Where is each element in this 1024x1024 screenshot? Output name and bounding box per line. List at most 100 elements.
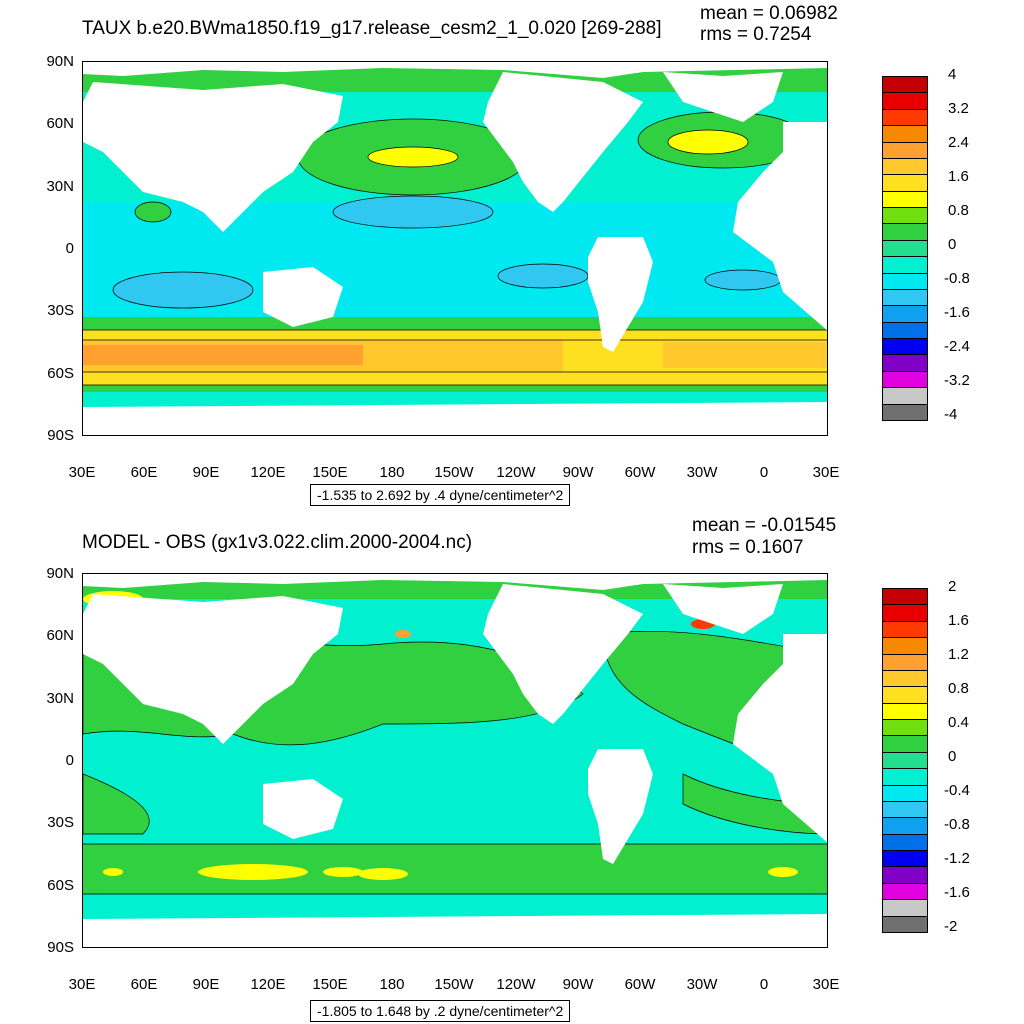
- colorbar: [882, 76, 928, 421]
- panel-title: MODEL - OBS (gx1v3.022.clim.2000-2004.nc…: [82, 532, 473, 553]
- colorbar-cell: [882, 190, 928, 209]
- colorbar-cell: [882, 899, 928, 917]
- colorbar-cell: [882, 719, 928, 737]
- colorbar-cell: [882, 833, 928, 852]
- lat-label: 30N: [46, 690, 74, 707]
- panel-model-obs: MODEL - OBS (gx1v3.022.clim.2000-2004.nc…: [0, 512, 1024, 1024]
- colorbar-cell: [882, 588, 928, 606]
- lat-label: 0: [65, 752, 74, 769]
- lon-label: 30W: [686, 976, 718, 993]
- lon-label: 0: [759, 976, 769, 993]
- colorbar-label: -0.8: [944, 816, 970, 833]
- lon-label: 150W: [434, 976, 474, 993]
- colorbar-cell: [882, 686, 928, 704]
- contour-info: -1.805 to 1.648 by .2 dyne/centimeter^2: [310, 1000, 571, 1022]
- colorbar-label: 0: [948, 236, 957, 253]
- lon-label: 120W: [496, 464, 536, 481]
- colorbar-cell: [882, 141, 928, 159]
- lon-label: 180: [379, 464, 405, 481]
- contour-info: -1.535 to 2.692 by .4 dyne/centimeter^2: [310, 484, 571, 506]
- rms-value: rms = 0.1607: [692, 537, 804, 558]
- colorbar-cell: [882, 653, 928, 671]
- map-model-obs[interactable]: [82, 573, 828, 948]
- colorbar-cell: [882, 866, 928, 884]
- colorbar-label: -1.6: [944, 884, 970, 901]
- colorbar-cell: [882, 174, 928, 192]
- panel-taux: TAUX b.e20.BWma1850.f19_g17.release_cesm…: [0, 0, 1024, 506]
- colorbar-cell: [882, 637, 928, 655]
- colorbar-label: 1.6: [948, 168, 969, 185]
- colorbar-label: 0: [948, 748, 957, 765]
- lat-label: 60S: [47, 877, 74, 894]
- lat-label: 90S: [47, 427, 74, 444]
- lon-label: 90E: [192, 976, 220, 993]
- colorbar: [882, 588, 928, 933]
- lon-label: 120E: [250, 976, 286, 993]
- lat-label: 60N: [46, 627, 74, 644]
- colorbar-label: -0.8: [944, 270, 970, 287]
- lat-label: 30N: [46, 178, 74, 195]
- colorbar-label: 0.8: [948, 202, 969, 219]
- colorbar-cell: [882, 817, 928, 835]
- colorbar-cell: [882, 288, 928, 307]
- lon-label: 30E: [68, 976, 96, 993]
- lon-label: 90W: [562, 464, 594, 481]
- lon-label: 120W: [496, 976, 536, 993]
- colorbar-cell: [882, 387, 928, 405]
- colorbar-cell: [882, 272, 928, 290]
- colorbar-label: -0.4: [944, 782, 970, 799]
- colorbar-cell: [882, 620, 928, 639]
- map-taux[interactable]: [82, 61, 828, 436]
- lat-label: 60S: [47, 365, 74, 382]
- colorbar-cell: [882, 669, 928, 688]
- colorbar-cell: [882, 256, 928, 274]
- colorbar-cell: [882, 108, 928, 127]
- rms-value: rms = 0.7254: [700, 24, 812, 45]
- colorbar-label: -1.2: [944, 850, 970, 867]
- colorbar-cell: [882, 403, 928, 421]
- lon-label: 90W: [562, 976, 594, 993]
- colorbar-cell: [882, 207, 928, 225]
- lon-label: 60E: [130, 976, 158, 993]
- colorbar-cell: [882, 321, 928, 340]
- lat-label: 90S: [47, 939, 74, 956]
- colorbar-cell: [882, 305, 928, 323]
- colorbar-cell: [882, 735, 928, 753]
- colorbar-cell: [882, 76, 928, 94]
- colorbar-cell: [882, 751, 928, 770]
- colorbar-label: 0.8: [948, 680, 969, 697]
- colorbar-cell: [882, 125, 928, 143]
- lon-label: 90E: [192, 464, 220, 481]
- colorbar-label: 2.4: [948, 134, 969, 151]
- colorbar-cell: [882, 338, 928, 356]
- lon-label: 30E: [68, 464, 96, 481]
- lon-label: 30W: [686, 464, 718, 481]
- lat-label: 90N: [46, 565, 74, 582]
- lon-label: 150W: [434, 464, 474, 481]
- colorbar-cell: [882, 92, 928, 110]
- colorbar-label: 0.4: [948, 714, 969, 731]
- colorbar-cell: [882, 604, 928, 622]
- colorbar-cell: [882, 223, 928, 241]
- lat-label: 90N: [46, 53, 74, 70]
- lon-label: 0: [759, 464, 769, 481]
- colorbar-cell: [882, 354, 928, 372]
- colorbar-label: 1.6: [948, 612, 969, 629]
- lon-label: 60W: [624, 464, 656, 481]
- colorbar-label: -3.2: [944, 372, 970, 389]
- lon-label: 30E: [812, 976, 840, 993]
- lon-label: 120E: [250, 464, 286, 481]
- colorbar-label: 3.2: [948, 100, 969, 117]
- lat-label: 0: [65, 240, 74, 257]
- colorbar-label: -4: [944, 406, 958, 423]
- colorbar-label: -1.6: [944, 304, 970, 321]
- mean-value: mean = 0.06982: [700, 3, 838, 24]
- lon-label: 180: [379, 976, 405, 993]
- colorbar-cell: [882, 800, 928, 819]
- colorbar-label: -2: [944, 918, 958, 935]
- colorbar-label: 1.2: [948, 646, 969, 663]
- lon-label: 60W: [624, 976, 656, 993]
- colorbar-cell: [882, 157, 928, 176]
- panel-title: TAUX b.e20.BWma1850.f19_g17.release_cesm…: [82, 18, 662, 39]
- lon-label: 60E: [130, 464, 158, 481]
